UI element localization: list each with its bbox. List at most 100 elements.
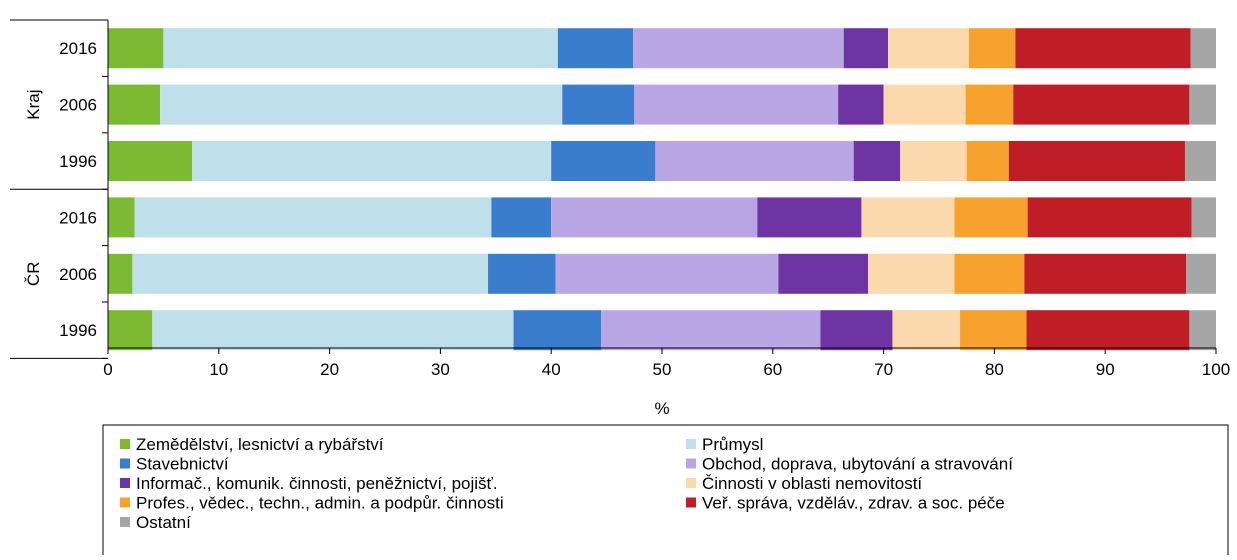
bar-segment [900, 141, 967, 181]
bar-segment [160, 84, 563, 125]
bar-segment [192, 141, 552, 181]
x-tick-label: 30 [431, 360, 450, 379]
bar-segment [1015, 28, 1191, 69]
bar-segment [551, 141, 656, 181]
legend-label: Stavebnictví [136, 455, 229, 474]
bar-segment [513, 310, 602, 351]
bar-segment [488, 253, 556, 294]
legend-swatch [686, 458, 696, 469]
bar-segment [134, 197, 492, 238]
bar-segment [888, 28, 969, 69]
bar-segment [954, 197, 1028, 238]
legend-label: Činnosti v oblasti nemovitostí [702, 474, 922, 493]
group-label: ČR [24, 262, 43, 287]
bar-segment [633, 28, 844, 69]
bar-segment [655, 141, 854, 181]
legend-label: Veř. správa, vzděláv., zdrav. a soc. péč… [702, 494, 1005, 513]
legend-label: Profes., vědec., techn., admin. a podpůr… [136, 494, 504, 513]
legend: Zemědělství, lesnictví a rybářství Průmys… [120, 435, 1013, 532]
bar-segment [163, 28, 558, 69]
legend-swatch [686, 497, 696, 508]
bar-segment [132, 253, 489, 294]
bars-layer [108, 28, 1216, 351]
bar-segment [108, 84, 161, 125]
bar-segment [108, 141, 193, 181]
legend-swatch [120, 517, 130, 527]
bar-segment [1184, 141, 1216, 181]
bar-segment [892, 310, 961, 351]
bar-segment [1026, 310, 1190, 351]
bar-segment [1191, 197, 1216, 238]
x-tick-label: 0 [103, 360, 112, 379]
bar-segment [108, 28, 164, 69]
bar-segment [108, 253, 133, 294]
bar-segment [557, 28, 634, 69]
bar-segment [778, 253, 869, 294]
x-tick-label: 50 [653, 360, 672, 379]
bar-segment [601, 310, 821, 351]
category-label: 2006 [59, 96, 97, 115]
x-tick-label: 40 [542, 360, 561, 379]
group-labels: Kraj ČR [24, 89, 43, 286]
legend-label: Průmysl [702, 435, 763, 454]
bar-segment [1189, 84, 1216, 125]
x-tick-label: 90 [1096, 360, 1115, 379]
x-axis-label: % [654, 399, 669, 418]
category-labels: 2016 2006 1996 2016 2006 1996 [59, 39, 97, 340]
legend-swatch [120, 458, 130, 469]
bar-segment [562, 84, 635, 125]
bar-segment [551, 197, 758, 238]
legend-swatch [686, 439, 696, 449]
bar-segment [966, 141, 1009, 181]
x-tick-label: 20 [320, 360, 339, 379]
bar-segment [843, 28, 889, 69]
legend-swatch [120, 439, 130, 449]
bar-segment [152, 310, 514, 351]
category-label: 1996 [59, 321, 97, 340]
legend-label: Ostatní [136, 513, 191, 532]
bar-segment [954, 253, 1025, 294]
bar-segment [883, 84, 966, 125]
bar-segment [1024, 253, 1187, 294]
bar-segment [1027, 197, 1192, 238]
legend-label: Zemědělství, lesnictví a rybářství [136, 435, 384, 454]
legend-swatch [120, 478, 130, 488]
bar-segment [1186, 253, 1216, 294]
x-tick-label: 10 [209, 360, 228, 379]
category-label: 1996 [59, 152, 97, 171]
bar-segment [820, 310, 893, 351]
legend-box [102, 424, 1229, 560]
bar-segment [1013, 84, 1190, 125]
legend-swatch [120, 497, 130, 508]
bar-segment [868, 253, 955, 294]
bar-segment [634, 84, 839, 125]
bar-segment [555, 253, 779, 294]
bar-segment [1190, 28, 1216, 69]
bar-segment [861, 197, 955, 238]
x-tick-label: 60 [763, 360, 782, 379]
bar-segment [960, 310, 1027, 351]
bar-segment [108, 197, 135, 238]
x-tick-label: 80 [985, 360, 1004, 379]
bar-segment [853, 141, 901, 181]
axes-layer [10, 19, 1217, 359]
x-tick-labels: 0 10 20 30 40 50 60 70 80 90 100 [103, 360, 1230, 379]
category-label: 2016 [59, 39, 97, 58]
legend-label: Informač., komunik. činnosti, peněžnictv… [136, 474, 498, 493]
group-label: Kraj [24, 89, 43, 119]
legend-label: Obchod, doprava, ubytování a stravování [702, 455, 1013, 474]
bar-segment [1189, 310, 1216, 351]
bar-segment [965, 84, 1014, 125]
bar-segment [1008, 141, 1185, 181]
bar-segment [757, 197, 862, 238]
category-label: 2016 [59, 208, 97, 227]
category-label: 2006 [59, 265, 97, 284]
x-tick-label: 100 [1202, 360, 1230, 379]
legend-swatch [686, 478, 696, 488]
bar-segment [491, 197, 552, 238]
bar-segment [968, 28, 1016, 69]
bar-segment [838, 84, 884, 125]
bar-segment [108, 310, 153, 351]
x-tick-label: 70 [874, 360, 893, 379]
